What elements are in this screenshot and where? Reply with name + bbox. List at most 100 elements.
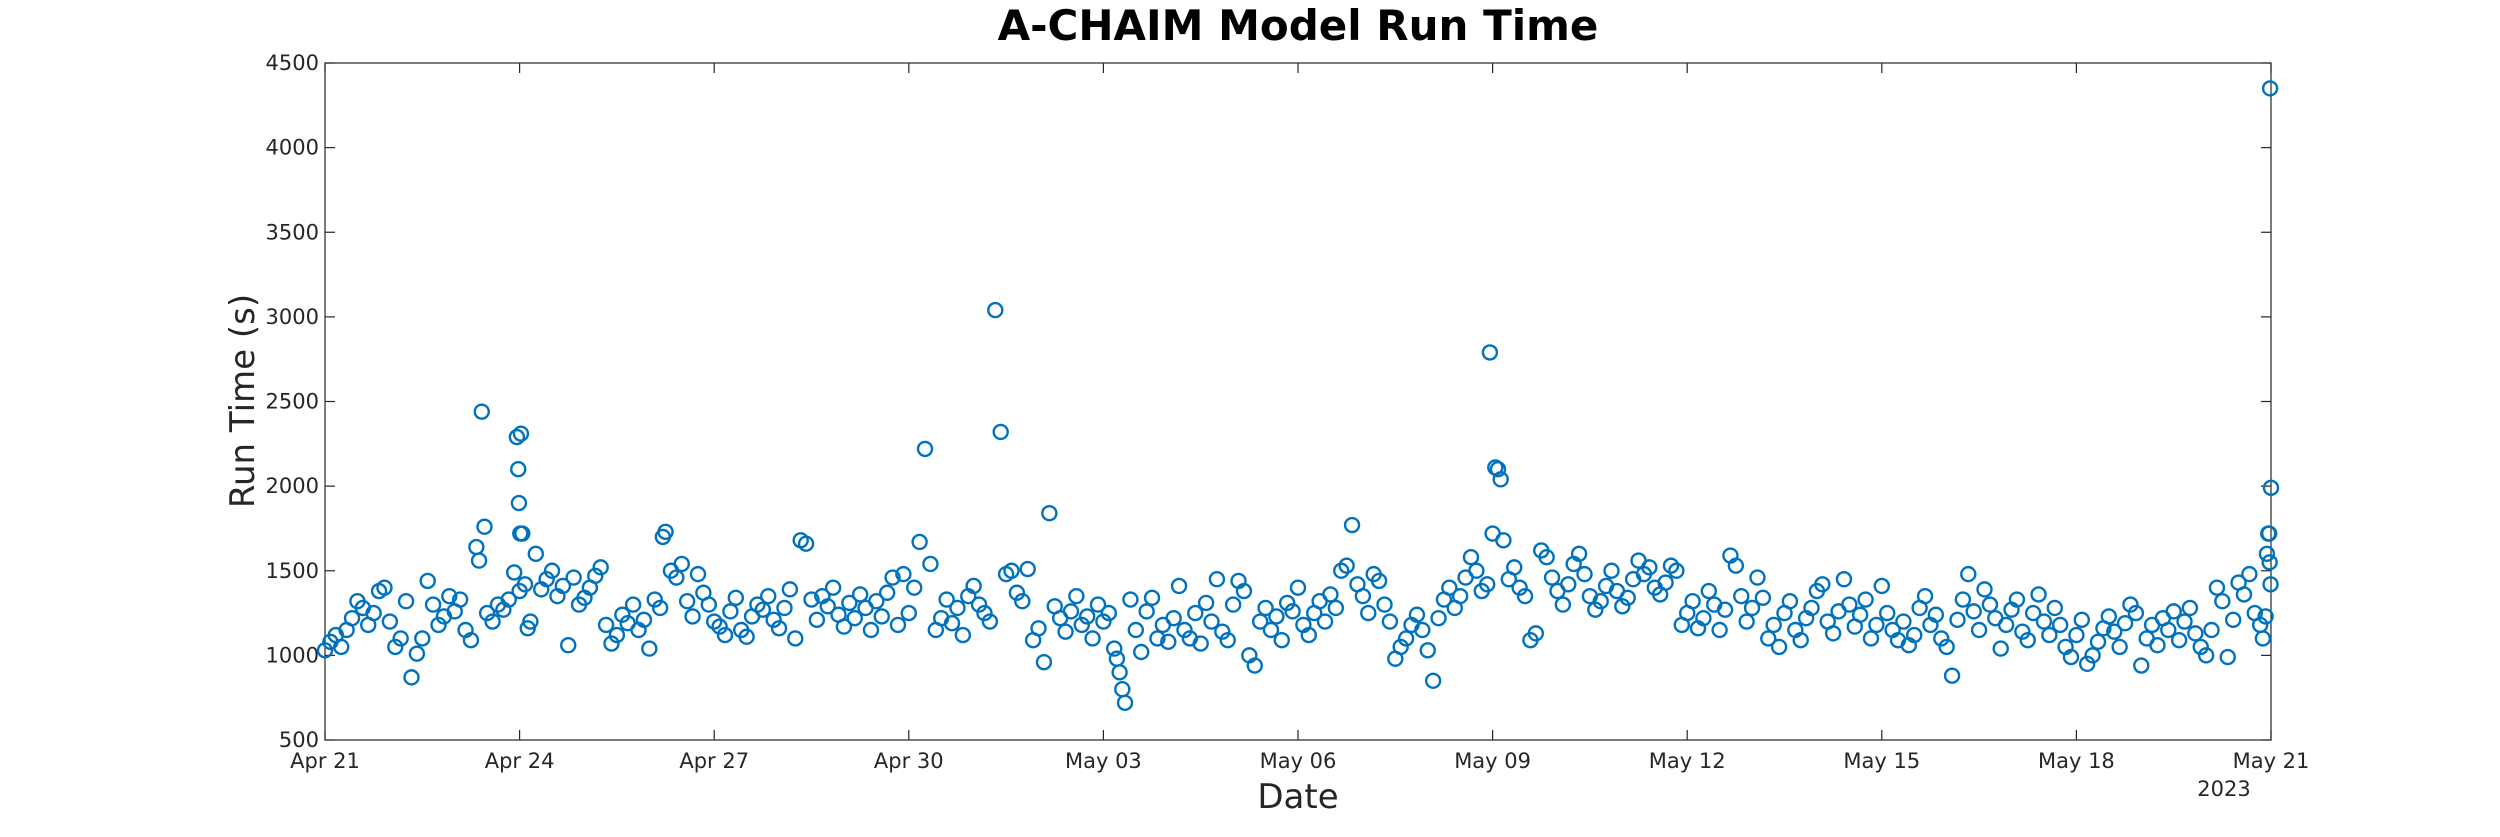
data-point [387,638,404,656]
data-point [1122,591,1139,608]
data-point [1997,616,2015,634]
data-point [1133,643,1150,661]
y-tick-label: 3000 [266,305,319,329]
data-point [1792,631,1809,649]
data-point [1003,562,1020,579]
data-point [522,613,539,630]
data-point [470,552,488,569]
data-point [1192,635,1209,652]
data-point [1106,640,1123,657]
data-point [614,606,631,623]
data-point [1857,591,1874,608]
data-point [1516,587,1534,605]
data-point [1035,653,1053,671]
data-point [884,569,901,586]
data-point [754,601,772,618]
data-point [2254,630,2272,647]
data-point [1749,569,1766,586]
data-point [906,579,923,596]
data-point [1392,638,1409,656]
x-axis: Apr 21 Apr 24 Apr 27 Apr 30 May 03 May 06 May … [290,63,2309,773]
data-point [1916,587,1934,605]
data-point [1781,593,1799,610]
data-point [2041,626,2058,644]
data-point [2062,648,2080,666]
data-point [1824,625,1842,642]
data-point [673,555,690,573]
data-point [1138,603,1155,620]
data-point [2160,621,2177,639]
data-point [1835,571,1853,588]
data-point [2262,479,2280,497]
data-point [1408,606,1426,623]
data-point [1019,560,1036,578]
data-point [1143,589,1161,607]
data-point [333,638,350,656]
data-point [954,626,972,644]
data-point [1970,621,1988,639]
data-point [2035,613,2053,630]
data-point [2084,647,2101,664]
data-point [1873,577,1891,595]
data-point [722,603,739,620]
data-point [587,567,604,585]
data-point [1170,577,1188,595]
data-point [2176,613,2193,630]
data-point [2262,576,2279,593]
x-tick-label: May 18 [2038,749,2115,773]
data-point [1219,631,1236,649]
data-point [678,593,696,610]
data-point [1895,613,1912,630]
data-point [981,613,999,630]
data-point [365,604,382,622]
data-point [1641,559,1658,576]
data-point [711,618,728,635]
data-point [538,571,555,588]
data-point [1538,549,1555,566]
data-point [2214,593,2231,610]
data-point [1268,608,1285,625]
data-point [808,611,826,629]
data-point [2014,623,2031,640]
data-point [1116,694,1134,711]
data-point [1506,559,1523,576]
data-point [1603,562,1620,579]
data-point [424,596,442,613]
data-point [2258,545,2276,563]
data-point [554,577,572,595]
data-point [1770,638,1788,656]
data-point [1879,604,1896,622]
y-tick-label: 4500 [266,51,319,75]
data-point [2224,611,2242,629]
data-point [1073,616,1090,634]
data-point [1592,593,1609,610]
data-point [565,569,582,586]
data-point [1084,630,1101,647]
data-point [684,608,701,625]
data-point [1160,633,1177,651]
data-point [878,584,896,601]
data-point [641,640,658,657]
data-point [1976,581,1993,598]
data-point [1262,621,1280,639]
data-point [700,596,717,613]
data-point [635,611,653,629]
data-point [2133,657,2150,674]
data-point [510,461,527,478]
data-point [1278,594,1296,612]
data-point [376,579,393,596]
data-point [1284,603,1301,620]
data-point [900,604,917,622]
data-point [738,628,755,645]
data-point [608,626,626,644]
y-axis: 500 1000 1500 2000 2500 3000 3500 4000 4500 [266,51,2271,752]
data-point [1938,638,1955,656]
data-point [889,616,907,634]
data-point [1289,579,1307,596]
data-point [1851,606,1869,623]
data-point [1214,623,1231,640]
x-tick-label: May 06 [1260,749,1337,773]
data-point [451,591,469,608]
data-point [1430,609,1447,627]
